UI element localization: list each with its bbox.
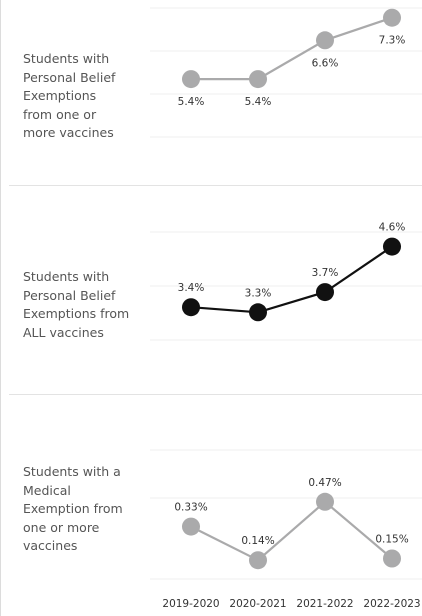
data-point [249, 303, 267, 322]
panel-label-medical: Students with a Medical Exemption from o… [23, 464, 123, 553]
data-point [316, 283, 334, 302]
series-line [191, 16, 393, 81]
data-label: 6.6% [312, 57, 339, 69]
data-point [383, 237, 401, 256]
x-tick-label: 2021-2022 [296, 598, 354, 610]
data-label: 5.4% [178, 96, 205, 108]
left-axis-line [0, 0, 1, 616]
data-label: 3.3% [245, 287, 272, 299]
x-tick-label: 2020-2021 [229, 598, 287, 610]
data-point [383, 8, 401, 27]
data-point [249, 70, 267, 89]
x-tick-label: 2022-2023 [363, 598, 421, 610]
data-label: 7.3% [379, 35, 406, 47]
panel-divider [9, 394, 422, 395]
data-point [182, 70, 200, 89]
panel-label-pbe-all: Students with Personal Belief Exemptions… [23, 269, 130, 340]
data-point [182, 517, 200, 536]
data-label: 0.15% [375, 534, 408, 546]
panel-divider [9, 185, 422, 186]
data-label: 3.7% [312, 267, 339, 279]
series-line [190, 245, 393, 314]
data-point [316, 492, 334, 511]
data-label: 0.47% [308, 477, 341, 489]
data-point [249, 551, 267, 570]
series-line [190, 500, 393, 562]
data-point [383, 549, 401, 568]
data-point [182, 298, 200, 317]
data-label: 0.14% [241, 535, 274, 547]
data-label: 4.6% [379, 222, 406, 234]
data-label: 0.33% [174, 502, 207, 514]
data-label: 5.4% [245, 96, 272, 108]
x-tick-label: 2019-2020 [162, 598, 220, 610]
data-label: 3.4% [178, 282, 205, 294]
data-point [316, 31, 334, 50]
panel-label-pbe-one-or-more: Students with Personal Belief Exemptions… [23, 51, 116, 140]
